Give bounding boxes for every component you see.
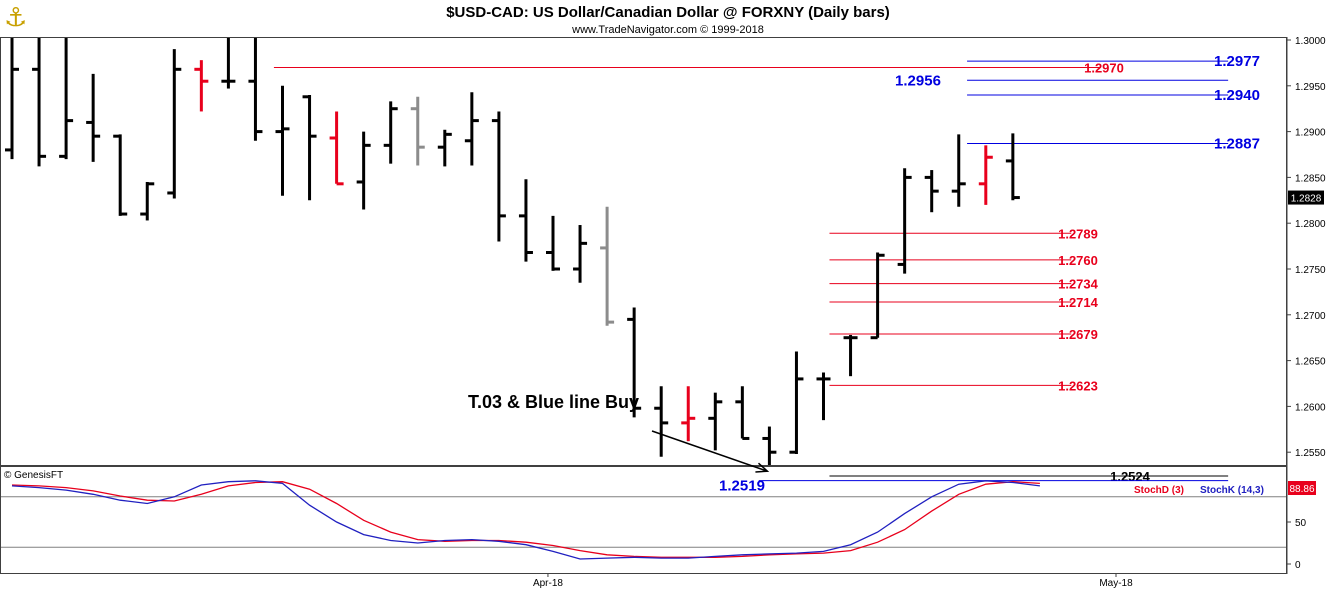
ohlc-bar [491, 111, 506, 242]
chart-title: $USD-CAD: US Dollar/Canadian Dollar @ FO… [446, 4, 890, 21]
y-tick-label: 1.3000 [1295, 36, 1326, 47]
y-axis: 1.3000 1.2950 1.2900 1.2850 1.2800 1.2750 1.27… [1287, 36, 1326, 459]
y-tick-label: 1.2550 [1295, 448, 1326, 459]
ohlc-bar [194, 60, 209, 112]
ohlc-bar [302, 94, 317, 201]
ohlc-bar [518, 179, 533, 262]
ohlc-bar [897, 168, 912, 274]
level-label-1.2940: 1.2940 [1214, 87, 1260, 104]
y-tick-label: 1.2650 [1295, 357, 1326, 368]
stoch-y-tick-label: 50 [1295, 518, 1307, 529]
ohlc-bar [329, 111, 344, 186]
logo: ⚓ [4, 3, 27, 33]
ohlc-bar [978, 145, 993, 205]
level-label-1.2760: 1.2760 [1058, 253, 1098, 268]
stochd-line [11, 481, 1040, 558]
ohlc-bar [248, 38, 263, 141]
ohlc-bar [735, 386, 750, 440]
price-panel [0, 37, 1287, 466]
indicator-copyright: © GenesisFT [4, 470, 63, 481]
level-lines: 1.2977 1.2970 1.2956 1.2940 1.2887 1.2789 1.27… [273, 53, 1260, 495]
ohlc-bar [113, 134, 128, 216]
ohlc-bar [275, 85, 290, 196]
ohlc-bar [600, 206, 615, 326]
annotation-arrow-head [755, 462, 770, 473]
ohlc-bar [86, 73, 101, 162]
level-label-1.2679: 1.2679 [1058, 327, 1098, 342]
value-badges: 1.2828 88.86 [1288, 190, 1324, 495]
y-tick-label: 1.2850 [1295, 173, 1326, 184]
stochk-legend: StochK (14,3) [1200, 485, 1264, 496]
chart-subtitle: www.TradeNavigator.com © 1999-2018 [571, 24, 764, 36]
level-label-1.2970: 1.2970 [1084, 60, 1124, 75]
ohlc-bar [221, 38, 236, 89]
ohlc-bar [789, 351, 804, 455]
ohlc-bar [464, 92, 479, 166]
ohlc-bar [708, 392, 723, 451]
ohlc-bar [654, 386, 669, 457]
ship-wheel-icon: ⚓ [4, 3, 27, 33]
y-tick-label: 1.2600 [1295, 402, 1326, 413]
stoch-panel [0, 466, 1287, 574]
ohlc-bar [816, 372, 831, 421]
level-label-1.2887: 1.2887 [1214, 136, 1260, 153]
stochk-line [11, 480, 1040, 560]
ohlc-bar [627, 307, 642, 418]
ohlc-bar [546, 215, 560, 271]
x-tick-label: Apr-18 [533, 578, 563, 589]
level-label-1.2714: 1.2714 [1058, 295, 1099, 310]
ohlc-bar [356, 131, 371, 210]
y-tick-label: 1.2750 [1295, 265, 1326, 276]
ohlc-bar [681, 386, 696, 442]
level-label-1.2519: 1.2519 [719, 478, 765, 495]
ohlc-bar [762, 426, 777, 465]
level-label-1.2789: 1.2789 [1058, 226, 1098, 241]
annotation-arrow [651, 430, 768, 472]
ohlc-bar [1005, 133, 1020, 201]
ohlc-bar [924, 170, 939, 213]
y-tick-label: 1.2900 [1295, 128, 1326, 139]
ohlc-bar [870, 252, 885, 340]
level-label-1.2623: 1.2623 [1058, 378, 1098, 393]
y-tick-label: 1.2700 [1295, 311, 1326, 322]
annotation-text: T.03 & Blue line Buy [468, 392, 639, 412]
y-tick-label: 1.2800 [1295, 219, 1326, 230]
stoch-value-badge [1288, 481, 1316, 495]
ohlc-bar [437, 129, 452, 167]
y-tick-label: 1.2950 [1295, 82, 1326, 93]
ohlc-bar [167, 49, 182, 199]
ohlc-bar [410, 96, 425, 166]
level-label-1.2524: 1.2524 [1110, 469, 1151, 484]
stoch-y-tick-label: 0 [1295, 560, 1301, 571]
ohlc-bars [5, 38, 1020, 465]
stochastic-indicator: © GenesisFT StochD (3) StochK (14,3) 50 0 [1, 470, 1307, 571]
ohlc-bar [59, 38, 74, 160]
ohlc-bar [383, 101, 398, 164]
stoch-value: 88.86 [1289, 484, 1314, 495]
level-label-1.2734: 1.2734 [1058, 277, 1099, 292]
level-label-1.2956: 1.2956 [895, 72, 941, 89]
level-label-1.2977: 1.2977 [1214, 53, 1260, 70]
x-axis: Apr-18 May-18 [533, 573, 1133, 589]
ohlc-bar [951, 134, 966, 207]
ohlc-bar [140, 181, 155, 221]
annotation: T.03 & Blue line Buy [468, 392, 770, 473]
last-price-value: 1.2828 [1291, 194, 1322, 205]
ohlc-bar [573, 225, 588, 283]
ohlc-bar [843, 334, 858, 377]
last-price-badge [1288, 190, 1324, 205]
ohlc-bar [32, 38, 47, 167]
stochd-legend: StochD (3) [1134, 485, 1184, 496]
ohlc-bar [5, 38, 19, 160]
x-tick-label: May-18 [1099, 578, 1133, 589]
